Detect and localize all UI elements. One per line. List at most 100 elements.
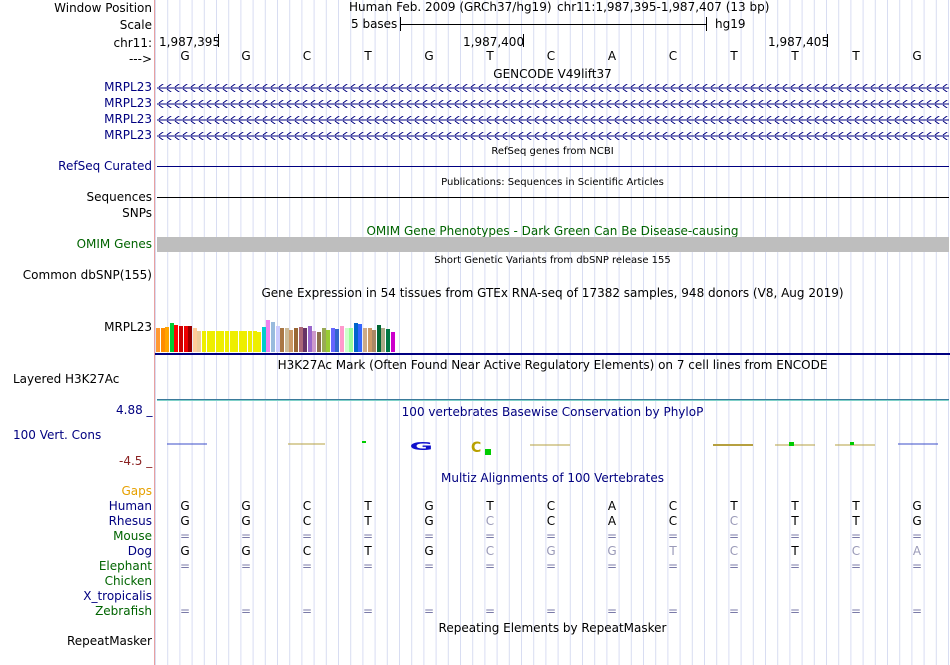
conservation-logo[interactable]: G C (155, 436, 950, 460)
gtex-tissue-bar[interactable] (238, 331, 243, 352)
alignment-base: = (789, 604, 801, 618)
gtex-tissue-bar[interactable] (289, 330, 294, 352)
gtex-tissue-bar[interactable] (169, 323, 174, 352)
gtex-tissue-bar[interactable] (192, 328, 197, 352)
gtex-tissue-bar[interactable] (372, 330, 377, 352)
publications-track-label[interactable]: Sequences (86, 190, 152, 204)
species-label-chicken[interactable]: Chicken (104, 574, 152, 588)
gtex-tissue-bar[interactable] (307, 326, 312, 352)
alignment-base: T (852, 499, 860, 513)
gtex-tissue-bar[interactable] (303, 327, 308, 352)
gtex-tissue-bar[interactable] (257, 331, 262, 352)
gtex-tissue-bar[interactable] (202, 330, 206, 352)
gencode-transcript-line[interactable] (157, 100, 949, 108)
species-label-x-tropicalis[interactable]: X_tropicalis (83, 589, 152, 603)
alignment-base: C (302, 499, 312, 513)
gtex-tissue-bar[interactable] (358, 323, 363, 352)
omim-track-label[interactable]: OMIM Genes (76, 237, 152, 251)
gtex-tissue-bar[interactable] (266, 320, 271, 352)
alignment-base: = (423, 559, 435, 573)
gencode-item-label[interactable]: MRPL23 (104, 80, 152, 94)
gtex-tissue-bar[interactable] (294, 327, 298, 352)
omim-phenotype-bar[interactable] (157, 237, 949, 252)
conservation-track-label[interactable]: 100 Vert. Cons (13, 428, 102, 442)
gtex-tissue-bar[interactable] (160, 327, 165, 352)
alignment-base: G (424, 514, 434, 528)
gencode-transcript-line[interactable] (157, 84, 949, 92)
species-label-human[interactable]: Human (108, 499, 152, 513)
gencode-transcript-line[interactable] (157, 116, 949, 124)
gtex-tissue-bar[interactable] (229, 331, 234, 352)
alignment-base: = (545, 604, 557, 618)
gencode-item-label[interactable]: MRPL23 (104, 128, 152, 142)
gtex-tissue-bar[interactable] (280, 327, 285, 352)
gencode-item-label[interactable]: MRPL23 (104, 112, 152, 126)
gtex-track-label[interactable]: MRPL23 (104, 320, 152, 334)
gtex-tissue-bar[interactable] (234, 330, 239, 352)
gtex-tissue-bar[interactable] (215, 331, 220, 352)
gencode-item-label[interactable]: MRPL23 (104, 96, 152, 110)
gtex-tissue-bar[interactable] (206, 330, 211, 352)
refseq-track-label[interactable]: RefSeq Curated (58, 159, 152, 173)
ref-base: T (364, 49, 372, 63)
species-label-zebrafish[interactable]: Zebrafish (95, 604, 152, 618)
species-label-rhesus[interactable]: Rhesus (108, 514, 152, 528)
alignment-base: = (850, 529, 862, 543)
gtex-tissue-bar[interactable] (225, 331, 229, 352)
gtex-tissue-bar[interactable] (261, 326, 266, 352)
gtex-tissue-bar[interactable] (340, 326, 344, 352)
gtex-tissue-bar[interactable] (248, 331, 252, 352)
gtex-tissue-bar[interactable] (381, 327, 386, 352)
gtex-tissue-bar[interactable] (344, 327, 349, 352)
gtex-tissue-bar[interactable] (174, 324, 179, 352)
species-label-dog[interactable]: Dog (127, 544, 152, 558)
gtex-tissue-bar[interactable] (390, 331, 395, 352)
gtex-tissue-bar[interactable] (275, 326, 280, 352)
gtex-tissue-bar[interactable] (243, 330, 248, 352)
gtex-tissue-bar[interactable] (330, 327, 335, 352)
species-label-mouse[interactable]: Mouse (113, 529, 152, 543)
gtex-tissue-bar[interactable] (386, 329, 390, 352)
alignment-base: = (545, 559, 557, 573)
gtex-tissue-bar[interactable] (284, 328, 289, 352)
refseq-gene-line[interactable] (157, 166, 949, 167)
gencode-transcript-line[interactable] (157, 132, 949, 140)
gtex-tissue-bar[interactable] (156, 327, 160, 352)
gtex-tissue-bar[interactable] (363, 328, 367, 352)
gtex-tissue-bar[interactable] (252, 331, 257, 352)
alignment-base: = (667, 529, 679, 543)
gtex-tissue-bar[interactable] (183, 326, 188, 352)
alignment-base: G (180, 544, 190, 558)
gtex-tissue-bar[interactable] (298, 327, 303, 352)
gtex-tissue-bar[interactable] (376, 325, 381, 352)
gtex-tissue-bar[interactable] (312, 330, 317, 352)
species-label-elephant[interactable]: Elephant (98, 559, 152, 573)
gtex-tissue-bar[interactable] (349, 327, 354, 352)
gtex-tissue-bar[interactable] (188, 326, 193, 352)
repeatmasker-track-label[interactable]: RepeatMasker (66, 634, 152, 648)
alignment-base: = (362, 604, 374, 618)
gaps-label[interactable]: Gaps (121, 484, 152, 498)
gtex-tissue-bar[interactable] (317, 331, 321, 352)
snps-label: SNPs (122, 206, 152, 220)
gtex-tissue-bar[interactable] (321, 328, 326, 352)
publications-line[interactable] (157, 197, 949, 198)
ref-base: C (546, 49, 556, 63)
gtex-tissue-bar[interactable] (165, 326, 170, 352)
gtex-tissue-bar[interactable] (271, 321, 275, 352)
alignment-base: C (485, 514, 495, 528)
gtex-tissue-bar[interactable] (353, 323, 358, 352)
gencode-transcripts[interactable] (157, 80, 949, 144)
conservation-mark (850, 442, 854, 445)
gtex-tissue-bar[interactable] (211, 330, 216, 352)
dbsnp-track-label[interactable]: Common dbSNP(155) (22, 268, 152, 282)
multiz-track-title: Multiz Alignments of 100 Vertebrates (440, 471, 665, 485)
gtex-tissue-bar[interactable] (367, 327, 372, 352)
gtex-tissue-bar[interactable] (197, 330, 202, 352)
gtex-tissue-bar[interactable] (179, 326, 183, 352)
gtex-tissue-bar[interactable] (220, 330, 225, 352)
gtex-tissue-bar[interactable] (326, 330, 331, 352)
gtex-tissue-bar[interactable] (335, 329, 340, 352)
h3k27ac-track-label[interactable]: Layered H3K27Ac (13, 372, 120, 386)
